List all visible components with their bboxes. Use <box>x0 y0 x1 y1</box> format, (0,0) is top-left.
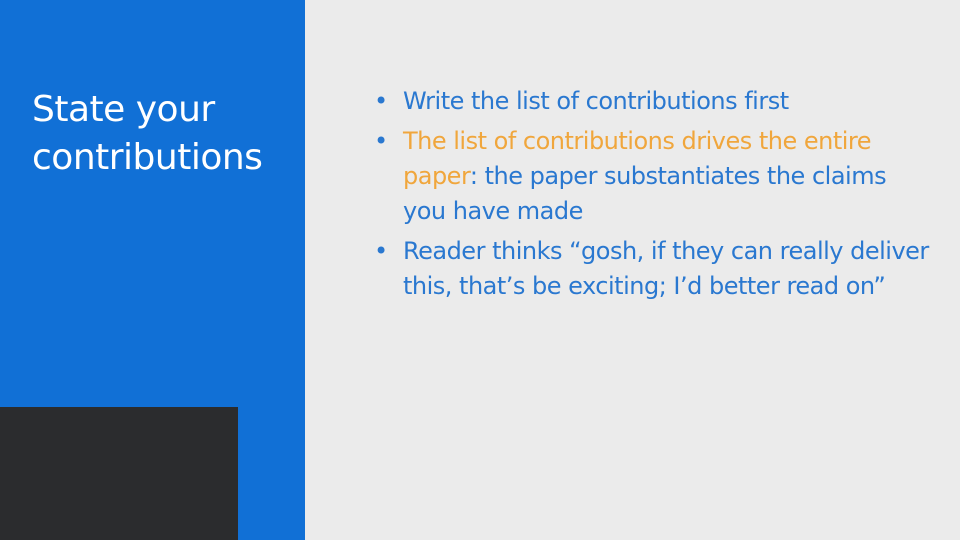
bullet-highlight-text: The list of contributions drives the ent… <box>403 127 872 190</box>
bullet-text: Write the list of contributions first <box>403 87 789 115</box>
bullet-marker: • <box>374 87 388 115</box>
bullet-marker: • <box>374 127 388 155</box>
bullet-item: • Write the list of contributions first <box>372 84 932 119</box>
bullet-item: • The list of contributions drives the e… <box>372 124 932 229</box>
bullet-text: : the paper substantiates the claims you… <box>403 162 887 225</box>
video-placeholder-block <box>0 407 238 540</box>
bullet-marker: • <box>374 237 388 265</box>
bullet-text: Reader thinks “gosh, if they can really … <box>403 237 929 300</box>
slide-title: State your contributions <box>32 89 263 178</box>
bullet-item: • Reader thinks “gosh, if they can reall… <box>372 234 932 304</box>
bullet-list: • Write the list of contributions first … <box>372 84 932 309</box>
